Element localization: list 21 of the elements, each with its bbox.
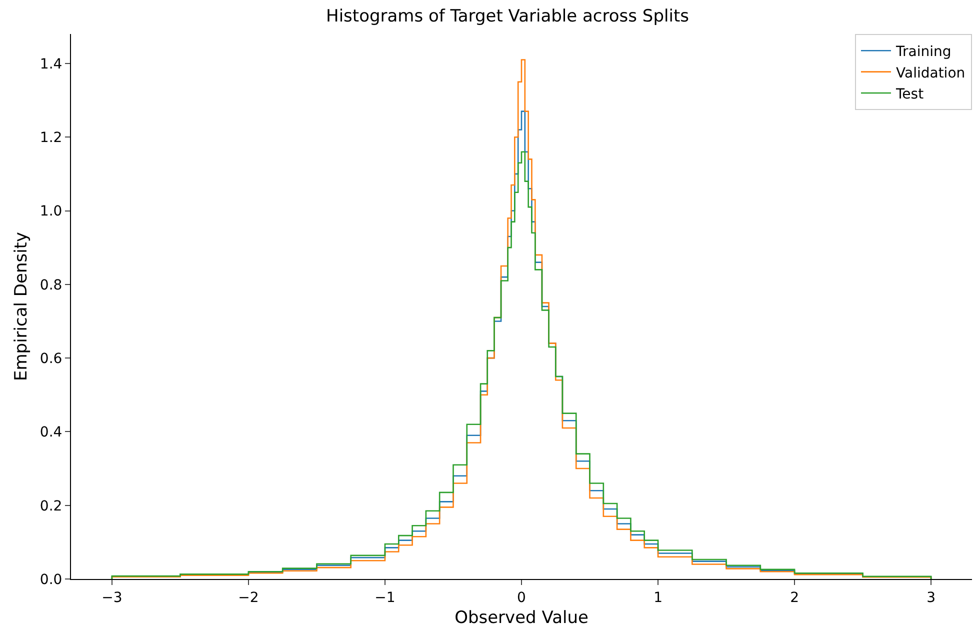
y-axis-title: Empirical Density <box>11 232 32 382</box>
y-tick-label: 0.8 <box>40 277 62 294</box>
x-axis-title: Observed Value <box>454 608 588 628</box>
x-tick-label: 3 <box>926 590 936 606</box>
y-tick-label: 0.0 <box>40 572 62 588</box>
y-tick-label: 0.2 <box>40 498 62 514</box>
y-tick-label: 1.4 <box>40 56 62 72</box>
y-tick-label: 0.6 <box>40 350 62 367</box>
legend-label: Validation <box>896 65 966 82</box>
y-tick-label: 0.4 <box>40 424 62 441</box>
x-tick-label: 2 <box>790 590 799 606</box>
x-tick-label: −1 <box>374 590 396 606</box>
y-tick-label: 1.0 <box>40 204 62 220</box>
y-tick-label: 1.2 <box>40 130 62 146</box>
x-tick-label: 1 <box>654 590 662 606</box>
legend-label: Training <box>895 44 952 60</box>
legend-label: Test <box>895 86 924 102</box>
chart-title: Histograms of Target Variable across Splits <box>326 6 690 26</box>
x-tick-label: −3 <box>102 590 122 606</box>
x-tick-label: 0 <box>517 590 526 606</box>
x-tick-label: −2 <box>238 590 259 606</box>
